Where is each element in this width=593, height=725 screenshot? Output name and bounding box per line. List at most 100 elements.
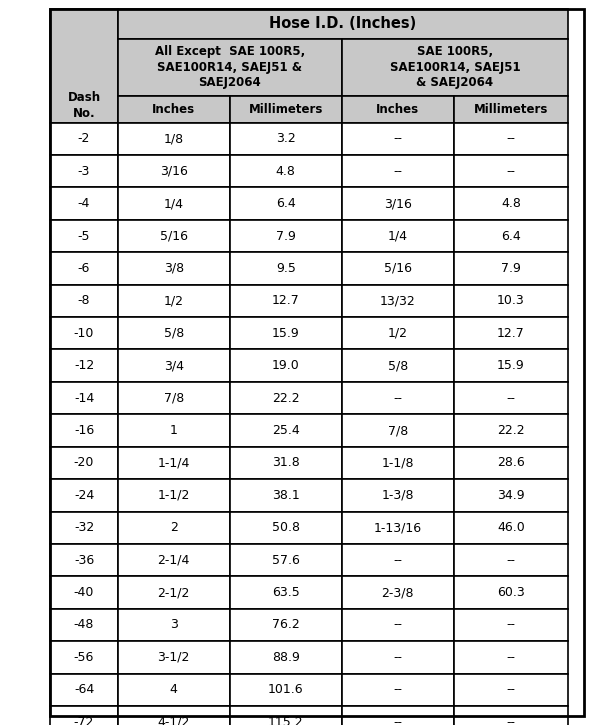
Text: -20: -20 xyxy=(74,457,94,469)
Bar xyxy=(342,609,454,641)
Text: 10.3: 10.3 xyxy=(497,294,525,307)
Text: --: -- xyxy=(393,133,402,145)
Bar xyxy=(117,512,229,544)
Text: --: -- xyxy=(393,554,402,567)
Text: 1/2: 1/2 xyxy=(388,327,408,340)
Bar xyxy=(117,285,229,317)
Bar xyxy=(229,349,342,382)
Text: -16: -16 xyxy=(74,424,94,437)
Text: 31.8: 31.8 xyxy=(272,457,299,469)
Text: --: -- xyxy=(506,165,515,178)
Bar xyxy=(342,382,454,414)
Text: 1-13/16: 1-13/16 xyxy=(374,521,422,534)
Text: 5/8: 5/8 xyxy=(388,359,408,372)
Text: -64: -64 xyxy=(74,683,94,696)
Text: -40: -40 xyxy=(74,586,94,599)
Bar xyxy=(342,576,454,609)
Text: 3-1/2: 3-1/2 xyxy=(158,651,190,664)
Text: 115.2: 115.2 xyxy=(268,716,304,725)
Text: --: -- xyxy=(506,133,515,145)
Text: 1/8: 1/8 xyxy=(164,133,184,145)
Text: 50.8: 50.8 xyxy=(272,521,300,534)
Bar xyxy=(117,349,229,382)
Text: 12.7: 12.7 xyxy=(497,327,525,340)
Bar xyxy=(342,96,454,123)
Bar xyxy=(342,706,454,725)
Bar xyxy=(50,155,117,188)
Text: 19.0: 19.0 xyxy=(272,359,299,372)
Bar xyxy=(50,188,117,220)
Bar xyxy=(50,576,117,609)
Text: 4.8: 4.8 xyxy=(276,165,296,178)
Bar xyxy=(117,188,229,220)
Bar xyxy=(229,512,342,544)
Bar xyxy=(342,544,454,576)
Text: 57.6: 57.6 xyxy=(272,554,299,567)
Text: 3: 3 xyxy=(170,618,178,631)
Text: 22.2: 22.2 xyxy=(497,424,525,437)
Text: Millimeters: Millimeters xyxy=(248,103,323,116)
Text: -12: -12 xyxy=(74,359,94,372)
Bar xyxy=(117,9,568,39)
Bar xyxy=(229,544,342,576)
Bar xyxy=(342,641,454,674)
Bar xyxy=(454,479,568,512)
Text: -32: -32 xyxy=(74,521,94,534)
Bar xyxy=(50,447,117,479)
Text: 6.4: 6.4 xyxy=(276,197,296,210)
Text: --: -- xyxy=(506,554,515,567)
Text: SAE 100R5,
SAE100R14, SAEJ51
& SAEJ2064: SAE 100R5, SAE100R14, SAEJ51 & SAEJ2064 xyxy=(390,46,520,89)
Text: 12.7: 12.7 xyxy=(272,294,299,307)
Text: 1/4: 1/4 xyxy=(388,230,408,243)
Bar xyxy=(50,479,117,512)
Bar xyxy=(117,479,229,512)
Text: --: -- xyxy=(506,392,515,405)
Text: -4: -4 xyxy=(78,197,90,210)
Bar xyxy=(342,123,454,155)
Text: 88.9: 88.9 xyxy=(272,651,299,664)
Bar xyxy=(454,609,568,641)
Bar xyxy=(229,220,342,252)
Bar xyxy=(229,252,342,285)
Bar xyxy=(50,706,117,725)
Bar xyxy=(454,317,568,349)
Bar xyxy=(454,349,568,382)
Text: --: -- xyxy=(393,716,402,725)
Bar xyxy=(342,414,454,447)
Bar xyxy=(229,155,342,188)
Text: -24: -24 xyxy=(74,489,94,502)
Bar xyxy=(229,123,342,155)
Text: 3/16: 3/16 xyxy=(160,165,187,178)
Bar xyxy=(342,252,454,285)
Bar xyxy=(50,674,117,706)
Bar xyxy=(342,479,454,512)
Bar xyxy=(229,609,342,641)
Bar xyxy=(454,382,568,414)
Bar xyxy=(229,479,342,512)
Bar xyxy=(342,220,454,252)
Text: 5/8: 5/8 xyxy=(164,327,184,340)
Bar xyxy=(50,252,117,285)
Text: 28.6: 28.6 xyxy=(497,457,525,469)
Bar xyxy=(117,155,229,188)
Bar xyxy=(117,414,229,447)
Text: -72: -72 xyxy=(74,716,94,725)
Bar xyxy=(117,641,229,674)
Text: 60.3: 60.3 xyxy=(497,586,525,599)
Text: 5/16: 5/16 xyxy=(160,230,188,243)
Text: -3: -3 xyxy=(78,165,90,178)
Text: --: -- xyxy=(393,392,402,405)
Bar xyxy=(117,39,342,96)
Text: 38.1: 38.1 xyxy=(272,489,299,502)
Bar xyxy=(50,349,117,382)
Text: Hose I.D. (Inches): Hose I.D. (Inches) xyxy=(269,17,416,31)
Text: 2-3/8: 2-3/8 xyxy=(381,586,414,599)
Text: Millimeters: Millimeters xyxy=(474,103,548,116)
Bar xyxy=(229,447,342,479)
Bar xyxy=(454,576,568,609)
Bar xyxy=(117,123,229,155)
Bar xyxy=(50,414,117,447)
Bar xyxy=(50,609,117,641)
Text: 7/8: 7/8 xyxy=(164,392,184,405)
Text: -14: -14 xyxy=(74,392,94,405)
